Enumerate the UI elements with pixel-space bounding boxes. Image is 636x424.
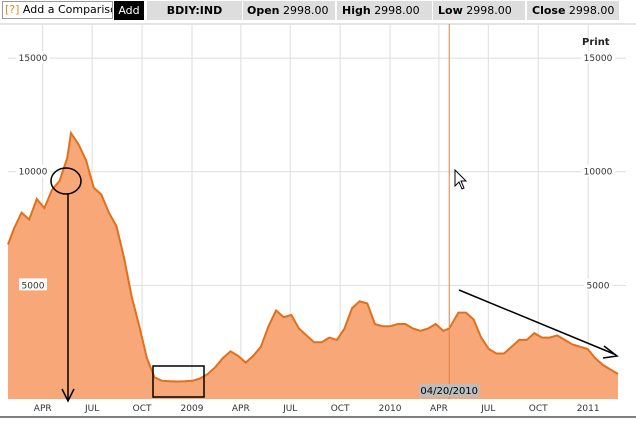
add-comparison-input[interactable]: [?] Add a Comparison <box>2 1 113 19</box>
add-button[interactable]: Add <box>114 1 144 20</box>
open-label: Open <box>247 4 280 17</box>
mouse-cursor-icon <box>454 168 468 190</box>
close-value: 2998.00 <box>568 4 615 17</box>
y-tick-bg-left <box>19 278 47 291</box>
y-tick-label-right: 15000 <box>584 54 613 64</box>
low-value: 2998.00 <box>466 4 512 17</box>
crosshair-date: 04/20/2010 <box>420 386 478 397</box>
x-tick-label: 2011 <box>577 404 600 414</box>
close-stat: Close 2998.00 <box>527 1 619 20</box>
x-tick-label: JUL <box>282 404 297 414</box>
decline-arrow-annotation <box>458 289 615 355</box>
x-tick-label: JUL <box>84 404 99 414</box>
low-stat: Low 2998.00 <box>433 1 525 20</box>
add-comparison-label: Add a Comparison <box>22 3 112 16</box>
help-icon[interactable]: [?] <box>5 3 20 16</box>
y-tick-bg-right <box>584 278 612 291</box>
x-tick-label: APR <box>430 404 448 414</box>
y-tick-bg-right <box>581 164 615 177</box>
high-value: 2998.00 <box>374 4 420 17</box>
x-tick-label: OCT <box>133 404 152 414</box>
ticker-symbol: BDIY:IND <box>147 1 242 20</box>
y-tick-label-right: 10000 <box>584 168 613 178</box>
peak-circle-annotation <box>50 167 82 195</box>
y-tick-bg-left <box>16 164 50 177</box>
y-tick-bg-right <box>581 51 615 64</box>
crosshair-date-box <box>419 384 480 397</box>
x-tick-label: 2009 <box>181 404 204 414</box>
x-tick-label: APR <box>34 404 52 414</box>
toolbar: [?] Add a Comparison Add BDIY:IND Open 2… <box>0 0 636 22</box>
down-arrowhead-annotation <box>61 388 75 403</box>
price-line <box>7 130 619 383</box>
decline-arrowhead-annotation <box>602 345 619 359</box>
x-tick-label: 2010 <box>379 404 402 414</box>
x-tick-label: APR <box>232 404 250 414</box>
trough-box-annotation <box>152 365 205 398</box>
close-label: Close <box>532 4 566 17</box>
price-area <box>8 133 618 399</box>
y-tick-label-right: 5000 <box>587 281 610 291</box>
y-tick-label-left: 5000 <box>22 281 45 291</box>
x-tick-label: OCT <box>529 404 548 414</box>
high-label: High <box>342 4 371 17</box>
y-tick-label-left: 15000 <box>19 54 48 64</box>
y-tick-bg-left <box>16 51 50 64</box>
open-stat: Open 2998.00 <box>243 1 335 20</box>
print-link[interactable]: Print <box>582 37 610 48</box>
y-tick-label-left: 10000 <box>19 168 48 178</box>
high-stat: High 2998.00 <box>337 1 432 20</box>
x-tick-label: JUL <box>480 404 495 414</box>
x-tick-label: OCT <box>331 404 350 414</box>
open-value: 2998.00 <box>283 4 329 17</box>
low-label: Low <box>438 4 463 17</box>
